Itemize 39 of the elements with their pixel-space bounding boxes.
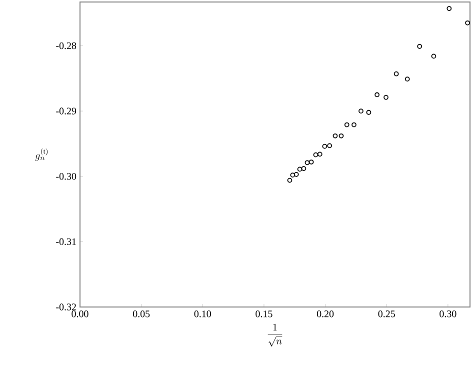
y-axis-title: $g_n^{(\mathrm{t})}$ — [35, 148, 48, 161]
x-tick-label: 0.25 — [378, 310, 395, 318]
point — [384, 94, 388, 100]
x-axis-title: $\frac{1}{\sqrt{n}}$ — [268, 324, 282, 347]
point — [327, 143, 332, 148]
point — [304, 160, 310, 166]
point — [297, 166, 302, 172]
point — [322, 144, 328, 149]
point — [313, 152, 318, 158]
point — [308, 160, 314, 164]
point — [394, 71, 399, 76]
point — [404, 76, 410, 82]
point — [431, 54, 436, 59]
point — [317, 152, 322, 157]
y-tick-label: -0.32 — [56, 304, 76, 310]
point — [465, 20, 470, 26]
point — [338, 133, 344, 138]
x-tick-label: 0.05 — [132, 310, 150, 318]
x-tick-label: 0.20 — [316, 310, 334, 318]
x-tick-label: 0.15 — [256, 310, 272, 318]
y-tick-label: -0.30 — [56, 172, 76, 180]
point — [417, 44, 422, 49]
point — [344, 122, 350, 128]
point — [366, 110, 372, 115]
x-tick-label: 0.30 — [440, 310, 456, 318]
x-tick-label: 0.00 — [72, 310, 88, 318]
point — [294, 172, 299, 177]
point — [374, 92, 380, 98]
point — [301, 166, 306, 171]
y-tick-label: -0.29 — [56, 108, 76, 114]
x-tick-label: 0.10 — [194, 310, 211, 318]
point — [287, 178, 292, 183]
point — [446, 6, 452, 11]
y-tick-label: -0.28 — [56, 42, 76, 50]
point — [290, 172, 296, 178]
point — [352, 122, 356, 128]
y-tick-label: -0.31 — [56, 238, 76, 246]
point — [332, 133, 338, 138]
point — [358, 108, 364, 114]
